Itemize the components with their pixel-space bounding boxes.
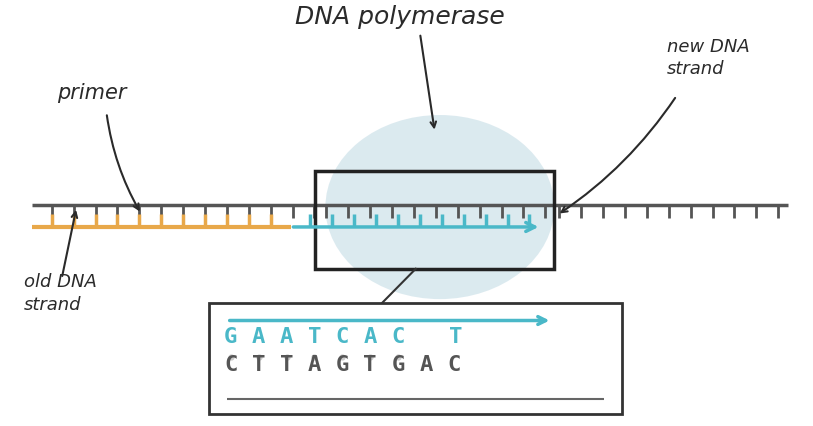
- Text: G: G: [224, 327, 237, 347]
- Text: G: G: [336, 354, 349, 374]
- Text: T: T: [449, 327, 463, 347]
- Text: new DNA
strand: new DNA strand: [667, 37, 750, 78]
- Text: A: A: [420, 354, 433, 374]
- Text: A: A: [280, 327, 293, 347]
- Text: C: C: [336, 327, 349, 347]
- Text: A: A: [363, 327, 377, 347]
- Ellipse shape: [325, 116, 554, 299]
- Text: DNA polymerase: DNA polymerase: [295, 5, 505, 29]
- Text: C: C: [224, 354, 237, 374]
- Bar: [315, 172, 554, 269]
- Text: old DNA
strand: old DNA strand: [24, 273, 97, 313]
- Text: G: G: [391, 354, 405, 374]
- Text: primer: primer: [57, 82, 126, 102]
- Text: C: C: [447, 354, 460, 374]
- Text: A: A: [252, 327, 265, 347]
- Text: T: T: [252, 354, 265, 374]
- Text: T: T: [363, 354, 377, 374]
- Text: C: C: [391, 327, 405, 347]
- Text: T: T: [308, 327, 321, 347]
- Text: T: T: [280, 354, 293, 374]
- Text: A: A: [308, 354, 321, 374]
- Bar: [209, 303, 622, 414]
